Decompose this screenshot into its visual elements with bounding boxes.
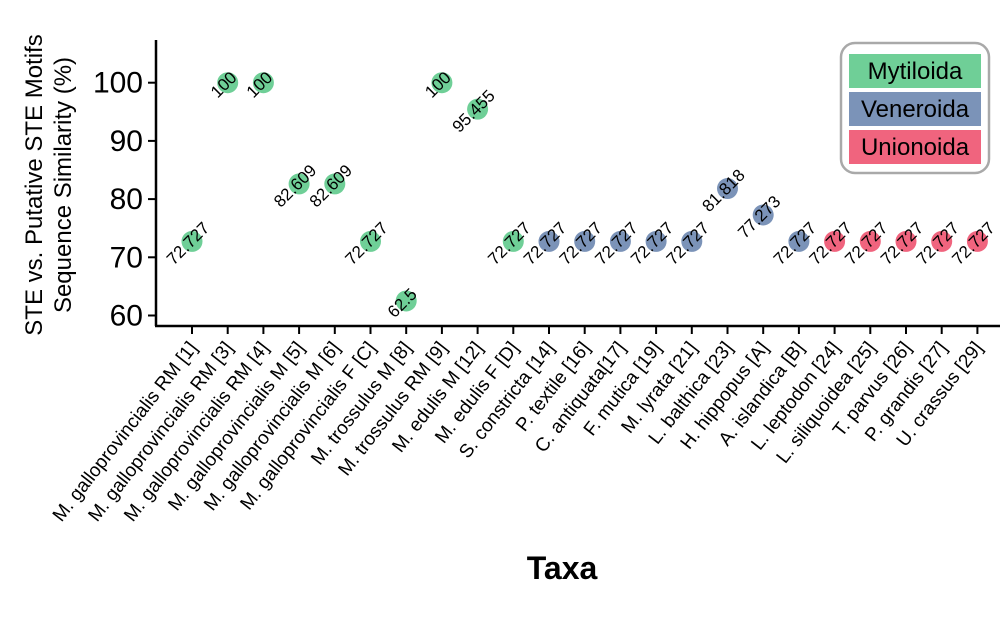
data-label: 95.455: [449, 86, 499, 136]
y-tick-label: 100: [93, 67, 143, 100]
data-point: [431, 72, 453, 94]
data-point: [788, 230, 810, 252]
data-points: [181, 72, 988, 312]
data-label: 81.818: [699, 166, 749, 216]
data-label: 100: [207, 68, 240, 101]
data-point: [252, 72, 274, 94]
legend-swatch: [849, 54, 981, 88]
data-point: [217, 72, 239, 94]
data-point: [895, 230, 917, 252]
data-point: [574, 230, 596, 252]
data-label: 72.727: [163, 218, 213, 268]
y-axis-label-line2: Sequence Similarity (%): [50, 57, 77, 313]
data-point: [752, 204, 774, 226]
data-label: 72.727: [342, 218, 392, 268]
x-ticks: M. galloprovincialis RM [1]M. galloprovi…: [49, 326, 987, 526]
y-tick-label: 60: [110, 300, 143, 333]
data-point: [859, 230, 881, 252]
data-point: [645, 230, 667, 252]
data-point: [538, 230, 560, 252]
legend: Mytiloida Veneroida Unionoida: [839, 41, 991, 175]
axes: [154, 40, 1000, 328]
legend-entry-label: Veneroida: [861, 96, 970, 123]
y-axis-label-line1: STE vs. Putative STE Motifs: [21, 34, 48, 335]
y-tick-label: 80: [110, 183, 143, 216]
data-point: [467, 98, 489, 120]
data-point: [966, 230, 988, 252]
data-label: 100: [421, 68, 454, 101]
legend-entry-label: Mytiloida: [868, 58, 963, 85]
data-point: [360, 230, 381, 252]
data-point: [502, 230, 524, 252]
data-point: [824, 230, 846, 252]
data-point: [395, 290, 417, 312]
data-label: 77.273: [734, 192, 784, 242]
legend-entry-label: Unionoida: [861, 134, 970, 161]
legend-swatch: [849, 92, 981, 126]
legend-swatch: [849, 130, 981, 164]
data-label: 62.5: [384, 285, 421, 322]
data-point: [681, 230, 703, 252]
data-point: [288, 173, 310, 195]
data-point: [181, 230, 203, 252]
data-point: [324, 173, 346, 195]
x-axis-label: Taxa: [527, 550, 598, 586]
y-tick-label: 90: [110, 125, 143, 158]
y-ticks: 60 70 80 90 100: [93, 67, 156, 333]
data-point: [717, 178, 738, 200]
y-tick-label: 70: [110, 241, 143, 274]
data-point: [609, 230, 631, 252]
data-point: [931, 230, 953, 252]
data-label: 100: [243, 68, 276, 101]
y-axis-label: STE vs. Putative STE Motifs Sequence Sim…: [21, 34, 77, 335]
